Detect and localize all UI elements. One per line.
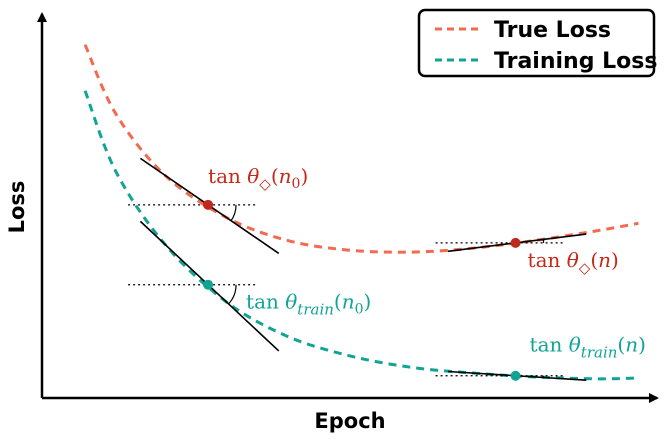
tangent-point-true-n0 xyxy=(203,200,213,210)
angle-arc-true-n0 xyxy=(231,205,236,221)
legend-label-true-loss: True Loss xyxy=(494,18,611,43)
angle-arc-train-n0 xyxy=(229,285,237,304)
tangent-point-train-n xyxy=(511,371,521,381)
annotation-train-n: tan θtrain(n) xyxy=(530,333,646,362)
legend-label-training-loss: Training Loss xyxy=(494,49,657,74)
labels-layer: tan θ◇(n0) tan θtrain(n0) tan θ◇(n) tan θtr… xyxy=(208,164,646,362)
annotation-true-n: tan θ◇(n) xyxy=(528,248,619,277)
y-axis-label: Loss xyxy=(5,181,29,234)
annotation-train-n0: tan θtrain(n0) xyxy=(246,290,371,319)
legend: True Loss Training Loss xyxy=(419,10,657,76)
annotation-true-n0: tan θ◇(n0) xyxy=(208,164,308,193)
x-axis-label: Epoch xyxy=(314,409,385,433)
tangent-point-train-n0 xyxy=(203,280,213,290)
tangent-layer xyxy=(128,158,586,380)
tangent-point-true-n xyxy=(511,238,521,248)
curves-layer xyxy=(85,45,638,379)
